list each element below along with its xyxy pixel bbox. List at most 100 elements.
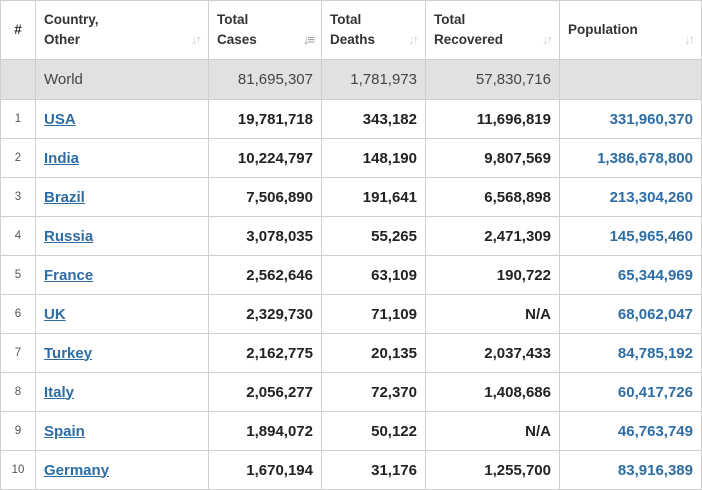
- total-recovered-cell: 2,037,433: [425, 333, 560, 373]
- total-deaths-cell: 63,109: [321, 255, 426, 295]
- total-deaths-cell: 50,122: [321, 411, 426, 451]
- total-deaths-cell: 20,135: [321, 333, 426, 373]
- total-recovered-cell: 1,255,700: [425, 450, 560, 490]
- header-total-deaths[interactable]: Total Deaths ↓↑: [321, 0, 426, 60]
- country-cell: France: [35, 255, 209, 295]
- header-total-deaths-label: Total Deaths: [330, 12, 376, 47]
- country-link[interactable]: UK: [44, 305, 66, 323]
- total-recovered-cell: N/A: [425, 294, 560, 334]
- total-cases-cell: 2,056,277: [208, 372, 322, 412]
- header-population-label: Population: [568, 22, 638, 37]
- country-link[interactable]: Turkey: [44, 344, 93, 362]
- world-cases-cell: 81,695,307: [208, 59, 322, 100]
- population-cell: 331,960,370: [559, 99, 702, 139]
- sort-icon[interactable]: ↓↑: [684, 32, 695, 47]
- total-cases-cell: 2,162,775: [208, 333, 322, 373]
- rank-cell: 5: [0, 255, 36, 295]
- header-population[interactable]: Population ↓↑: [559, 0, 702, 60]
- world-name-cell: World: [35, 59, 209, 100]
- total-cases-cell: 1,894,072: [208, 411, 322, 451]
- total-deaths-cell: 72,370: [321, 372, 426, 412]
- total-cases-cell: 19,781,718: [208, 99, 322, 139]
- country-cell: India: [35, 138, 209, 178]
- table-row: 4 Russia 3,078,035 55,265 2,471,309 145,965,4…: [0, 216, 702, 256]
- country-link[interactable]: India: [44, 149, 80, 167]
- total-deaths-cell: 55,265: [321, 216, 426, 256]
- country-link[interactable]: Russia: [44, 227, 94, 245]
- population-cell: 46,763,749: [559, 411, 702, 451]
- population-cell: 68,062,047: [559, 294, 702, 334]
- table-row: 10 Germany 1,670,194 31,176 1,255,700 83,916,…: [0, 450, 702, 490]
- country-link[interactable]: USA: [44, 110, 76, 128]
- rank-cell: 7: [0, 333, 36, 373]
- table-row: 7 Turkey 2,162,775 20,135 2,037,433 84,785,19…: [0, 333, 702, 373]
- population-cell: 84,785,192: [559, 333, 702, 373]
- rank-cell: 3: [0, 177, 36, 217]
- country-cell: UK: [35, 294, 209, 334]
- population-cell: 60,417,726: [559, 372, 702, 412]
- world-rank-cell: [0, 59, 36, 100]
- total-recovered-cell: 1,408,686: [425, 372, 560, 412]
- total-recovered-cell: 11,696,819: [425, 99, 560, 139]
- country-cell: Germany: [35, 450, 209, 490]
- total-deaths-cell: 343,182: [321, 99, 426, 139]
- rank-cell: 4: [0, 216, 36, 256]
- rank-cell: 6: [0, 294, 36, 334]
- country-link[interactable]: Italy: [44, 383, 75, 401]
- header-country-label: Country, Other: [44, 12, 99, 47]
- header-rank: #: [0, 0, 36, 60]
- country-link[interactable]: Spain: [44, 422, 85, 440]
- table-row: 1 USA 19,781,718 343,182 11,696,819 331,960,3…: [0, 99, 702, 139]
- total-deaths-cell: 148,190: [321, 138, 426, 178]
- table-row: 2 India 10,224,797 148,190 9,807,569 1,386,67…: [0, 138, 702, 178]
- total-cases-cell: 1,670,194: [208, 450, 322, 490]
- population-cell: 83,916,389: [559, 450, 702, 490]
- rank-cell: 9: [0, 411, 36, 451]
- total-cases-cell: 10,224,797: [208, 138, 322, 178]
- header-total-cases[interactable]: Total Cases ↓≡: [208, 0, 322, 60]
- sort-icon[interactable]: ↓↑: [542, 32, 553, 47]
- country-cell: Turkey: [35, 333, 209, 373]
- header-country[interactable]: Country, Other ↓↑: [35, 0, 209, 60]
- rank-cell: 8: [0, 372, 36, 412]
- table-row: 5 France 2,562,646 63,109 190,722 65,344,969: [0, 255, 702, 295]
- total-recovered-cell: 190,722: [425, 255, 560, 295]
- country-cell: Russia: [35, 216, 209, 256]
- table-row: 9 Spain 1,894,072 50,122 N/A 46,763,749: [0, 411, 702, 451]
- rank-cell: 10: [0, 450, 36, 490]
- table-row: 6 UK 2,329,730 71,109 N/A 68,062,047: [0, 294, 702, 334]
- sort-icon[interactable]: ↓↑: [408, 32, 419, 47]
- population-cell: 213,304,260: [559, 177, 702, 217]
- world-population-cell: [559, 59, 702, 100]
- total-deaths-cell: 71,109: [321, 294, 426, 334]
- country-link[interactable]: France: [44, 266, 94, 284]
- total-recovered-cell: 9,807,569: [425, 138, 560, 178]
- country-cell: Spain: [35, 411, 209, 451]
- world-recovered-cell: 57,830,716: [425, 59, 560, 100]
- total-deaths-cell: 191,641: [321, 177, 426, 217]
- country-link[interactable]: Brazil: [44, 188, 85, 206]
- total-cases-cell: 7,506,890: [208, 177, 322, 217]
- sort-desc-icon[interactable]: ↓≡: [302, 32, 315, 47]
- table-row: 3 Brazil 7,506,890 191,641 6,568,898 213,304,…: [0, 177, 702, 217]
- country-cell: Italy: [35, 372, 209, 412]
- population-cell: 145,965,460: [559, 216, 702, 256]
- population-cell: 65,344,969: [559, 255, 702, 295]
- header-row: # Country, Other ↓↑ Total Cases ↓≡ Total De…: [0, 0, 702, 60]
- table-row: 8 Italy 2,056,277 72,370 1,408,686 60,417,726: [0, 372, 702, 412]
- header-total-cases-label: Total Cases: [217, 12, 257, 47]
- sort-icon[interactable]: ↓↑: [191, 32, 202, 47]
- world-total-row: World 81,695,307 1,781,973 57,830,716: [0, 59, 702, 100]
- total-recovered-cell: 2,471,309: [425, 216, 560, 256]
- country-cell: USA: [35, 99, 209, 139]
- population-cell: 1,386,678,800: [559, 138, 702, 178]
- total-cases-cell: 2,562,646: [208, 255, 322, 295]
- rank-cell: 1: [0, 99, 36, 139]
- country-cell: Brazil: [35, 177, 209, 217]
- total-recovered-cell: N/A: [425, 411, 560, 451]
- total-cases-cell: 3,078,035: [208, 216, 322, 256]
- country-link[interactable]: Germany: [44, 461, 110, 479]
- header-total-recovered[interactable]: Total Recovered ↓↑: [425, 0, 560, 60]
- rank-cell: 2: [0, 138, 36, 178]
